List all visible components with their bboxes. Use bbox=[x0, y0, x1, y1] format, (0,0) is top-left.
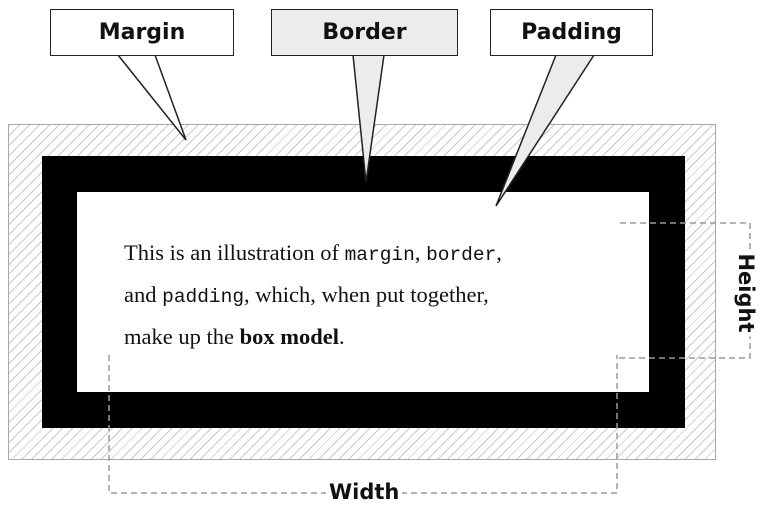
content-line3-text: make up the bbox=[124, 324, 240, 349]
code-margin: margin bbox=[344, 244, 415, 266]
content-line2-text: and bbox=[124, 282, 163, 307]
width-label: Width bbox=[326, 480, 403, 504]
margin-callout-label: Margin bbox=[98, 20, 186, 45]
content-line2-end: , which, when put together, bbox=[244, 282, 489, 307]
padding-callout: Padding bbox=[490, 9, 653, 56]
width-dimension-line bbox=[108, 355, 618, 494]
padding-callout-label: Padding bbox=[521, 20, 622, 45]
code-border: border bbox=[426, 244, 497, 266]
margin-pointer bbox=[116, 54, 187, 141]
content-text: This is an illustration of margin, borde… bbox=[124, 233, 624, 356]
padding-area bbox=[77, 192, 649, 392]
margin-callout: Margin bbox=[50, 9, 234, 56]
height-label: Height bbox=[734, 249, 758, 337]
content-line3-end: . bbox=[338, 324, 345, 349]
border-callout: Border bbox=[271, 9, 458, 56]
content-line1-sep: , bbox=[414, 240, 427, 265]
border-callout-label: Border bbox=[322, 20, 407, 45]
box-model-term: box model bbox=[239, 324, 339, 349]
padding-pointer bbox=[495, 54, 596, 207]
border-pointer bbox=[352, 54, 385, 183]
code-padding: padding bbox=[162, 286, 245, 308]
content-line1-end: , bbox=[496, 240, 502, 265]
height-dimension-line bbox=[618, 222, 751, 359]
content-line1-text: This is an illustration of bbox=[124, 240, 345, 265]
